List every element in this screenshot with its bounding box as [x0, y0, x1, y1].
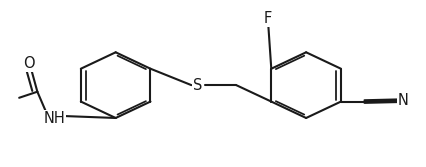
Text: O: O: [23, 56, 35, 71]
Text: S: S: [193, 78, 203, 93]
Text: N: N: [398, 93, 409, 108]
Text: F: F: [264, 11, 272, 26]
Text: NH: NH: [43, 111, 65, 126]
